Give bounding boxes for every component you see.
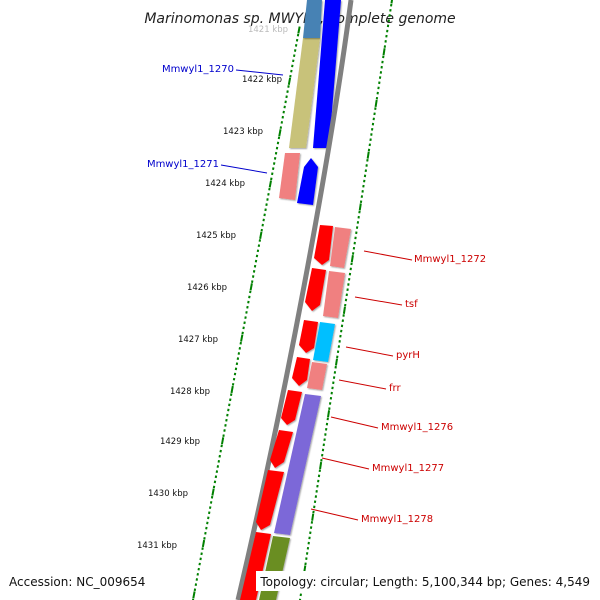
gene-frr-cog-segment[interactable] — [307, 362, 327, 390]
gene-1270-arrow[interactable] — [313, 0, 341, 148]
gene-1270-cog-segment[interactable] — [289, 38, 320, 148]
genome-backbone — [235, 0, 354, 600]
kbp-label: 1430 kbp — [148, 489, 188, 499]
gene-pyrH-cog-segment[interactable] — [313, 322, 335, 362]
gene-tsf-arrow[interactable] — [305, 268, 326, 311]
kbp-label: 1427 kbp — [178, 335, 218, 345]
gene-1271-arrow[interactable] — [297, 158, 318, 205]
right-dotted-major-tick — [350, 255, 354, 263]
gene-tsf-cog-segment[interactable] — [323, 271, 345, 318]
gene-1278-arrow[interactable] — [256, 470, 284, 530]
left-dotted-major-tick — [192, 591, 196, 599]
gene-leader-line — [310, 508, 359, 521]
right-dotted-major-tick — [334, 358, 339, 366]
ruler-label-faded: 1421 kbp — [248, 25, 288, 35]
gene-leader-line — [321, 457, 370, 470]
gene-leader-line — [363, 250, 413, 261]
left-dotted-major-tick — [278, 129, 282, 137]
kbp-label: 1426 kbp — [187, 283, 227, 293]
gene-label-right[interactable]: pyrH — [396, 350, 420, 361]
right-dotted-major-tick — [327, 410, 331, 418]
left-dotted-major-tick — [211, 488, 215, 496]
gene-1272-cog-segment[interactable] — [330, 227, 351, 268]
map-title: Marinomonas sp. MWYL1, complete genome — [144, 11, 455, 27]
kbp-label: 1425 kbp — [196, 231, 236, 241]
right-dotted-major-tick — [342, 306, 346, 314]
left-dotted-major-tick — [220, 437, 225, 445]
right-dotted-major-tick — [319, 461, 323, 470]
gene-label-right[interactable]: Mmwyl1_1272 — [414, 254, 486, 265]
gene-label-right[interactable]: tsf — [405, 299, 418, 310]
reverse-strand-lane — [240, 225, 333, 600]
gene-leader-line — [235, 69, 284, 76]
gene-label-right[interactable]: frr — [389, 383, 401, 394]
upper-forward-lane — [297, 0, 341, 205]
left-dotted-major-tick — [259, 231, 263, 240]
kbp-label: 1431 kbp — [137, 541, 177, 551]
gene-label-right[interactable]: Mmwyl1_1277 — [372, 463, 444, 474]
gene-pyrH-arrow[interactable] — [299, 320, 318, 353]
right-dotted-major-tick — [311, 513, 315, 521]
left-dotted-major-tick — [268, 180, 272, 188]
gene-label-right[interactable]: Mmwyl1_1276 — [381, 422, 453, 433]
footer-right-bg — [256, 571, 595, 591]
right-dotted-major-tick — [366, 151, 370, 159]
left-dotted-major-tick — [230, 385, 234, 394]
kbp-label: 1424 kbp — [205, 179, 245, 189]
gene-label-left[interactable]: Mmwyl1_1270 — [162, 64, 234, 75]
left-dotted-major-tick — [287, 77, 292, 85]
kbp-ruler-labels: 1422 kbp 1423 kbp 1424 kbp 1425 kbp 1426 kbp… — [137, 75, 282, 551]
kbp-label: 1428 kbp — [170, 387, 210, 397]
kbp-label: 1422 kbp — [242, 75, 282, 85]
right-dotted-major-tick — [382, 48, 386, 56]
right-tick-dotted-line — [298, 0, 394, 600]
topology-text: Topology: circular; Length: 5,100,344 bp… — [259, 575, 590, 589]
gene-leader-line — [354, 296, 403, 306]
gene-1271-cog-segment[interactable] — [279, 153, 300, 200]
gene-label-left[interactable]: Mmwyl1_1271 — [147, 159, 219, 170]
left-dotted-major-tick — [240, 334, 244, 342]
left-dotted-major-tick — [201, 539, 206, 548]
gene-1279-arrow[interactable] — [240, 532, 271, 600]
footer-left-bg — [5, 571, 147, 591]
gene-leader-line — [330, 416, 379, 429]
right-dotted-major-tick — [374, 99, 378, 108]
gene-leader-line — [345, 346, 394, 357]
gene-1277-arrow[interactable] — [270, 430, 293, 468]
left-dotted-major-tick — [297, 26, 301, 34]
gene-1276-arrow[interactable] — [281, 390, 302, 425]
gene-1272-arrow[interactable] — [314, 225, 333, 265]
upper-cog-lane — [279, 0, 322, 200]
kbp-label: 1429 kbp — [160, 437, 200, 447]
left-tick-dotted-line — [191, 26, 301, 600]
right-dotted-major-tick — [358, 203, 362, 211]
gene-label-right[interactable]: Mmwyl1_1278 — [361, 514, 433, 525]
gene-leader-line — [338, 379, 387, 390]
gene-1269-cog-segment[interactable] — [303, 0, 322, 38]
right-dotted-major-tick — [390, 0, 394, 4]
gene-leader-line — [220, 164, 268, 174]
accession-text: Accession: NC_009654 — [9, 575, 145, 589]
reverse-cog-lane — [259, 227, 351, 600]
gene-1276-1278-cog-segment[interactable] — [274, 394, 321, 535]
kbp-label: 1423 kbp — [223, 127, 263, 137]
left-dotted-major-tick — [249, 283, 253, 291]
gene-frr-arrow[interactable] — [292, 357, 310, 386]
left-gene-labels: Mmwyl1_1270 Mmwyl1_1271 — [147, 64, 284, 174]
